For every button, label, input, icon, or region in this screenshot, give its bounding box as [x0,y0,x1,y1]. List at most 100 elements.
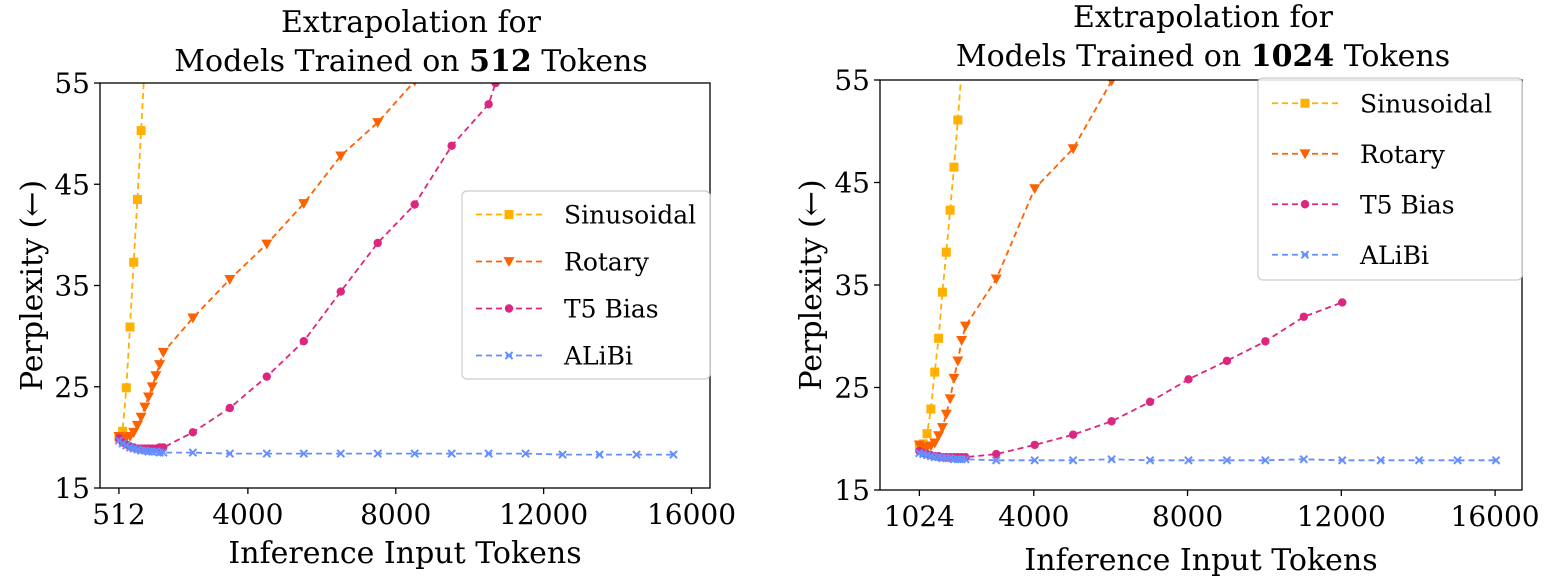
y-tick-label: 35 [834,269,870,302]
data-point [188,448,198,457]
data-point [491,83,500,88]
data-point [157,347,169,358]
data-point [959,321,971,332]
y-tick-label: 25 [54,371,90,404]
plot-area [113,0,678,459]
x-tick-label: 16000 [1451,500,1540,533]
legend-marker [1300,250,1310,260]
data-point [945,205,955,215]
data-point [336,287,345,296]
data-point [669,450,678,459]
data-point [262,449,272,458]
data-point [956,335,968,346]
data-point [299,449,309,458]
series-t5-bias [915,298,1347,462]
legend-label: T5 Bias [1360,190,1455,219]
data-point [953,115,963,125]
chart-title-line1: Extrapolation for [281,5,542,40]
data-point [373,238,382,248]
data-point [1067,144,1079,155]
data-point [961,454,970,464]
x-tick-label: 4000 [998,500,1069,533]
data-point [144,0,153,7]
data-point [188,428,198,437]
data-point [140,58,149,67]
data-point [373,449,383,458]
legend-marker [1299,149,1311,160]
data-point [136,126,146,136]
series-line [118,439,674,456]
legend-marker [1300,98,1310,108]
data-point [1491,455,1501,465]
series-line [919,452,1496,462]
data-point [335,151,347,162]
data-point [948,373,960,384]
legend: Sinusoidal Rotary T5 Bias ALiBi [1257,77,1523,281]
x-axis-label: Inference Input Tokens [228,536,581,571]
data-point [1107,417,1116,426]
data-point [410,449,419,458]
data-point [187,313,199,324]
y-tick-label: 55 [54,67,90,100]
data-point [1414,455,1424,465]
y-axis-label: Perplexity (←) [15,180,50,391]
data-point [1453,455,1462,465]
data-point [937,287,947,297]
data-point [484,100,493,109]
data-point [1107,80,1116,87]
data-point [1337,455,1347,465]
y-tick-label: 35 [54,270,90,303]
data-point [952,356,964,367]
data-point [1030,440,1039,450]
series-line [118,83,415,439]
legend-frame [1257,77,1523,281]
data-point [1068,455,1078,465]
chart-title-line2: Models Trained on 1024 Tokens [956,39,1450,74]
data-point [1222,356,1232,366]
x-axis-label: Inference Input Tokens [1024,543,1377,578]
data-point [121,383,131,393]
legend-item: Sinusoidal [1272,89,1492,118]
data-point [261,239,273,250]
data-point [941,247,951,257]
legend-item: T5 Bias [1272,190,1455,219]
y-tick-label: 15 [54,472,90,505]
data-point [991,455,1001,465]
x-tick-label: 12000 [499,498,588,531]
y-tick-label: 55 [834,64,870,97]
legend-item: Sinusoidal [476,201,696,230]
data-point [940,409,952,420]
series-rotary [913,80,1116,453]
data-point [1145,455,1155,465]
data-point [262,372,272,381]
chart-title-line1: Extrapolation for [1073,0,1334,35]
data-point [521,449,530,458]
legend-marker [504,210,514,219]
legend: Sinusoidal Rotary T5 Bias ALiBi [461,190,711,380]
series-line [918,80,962,447]
chart-title-line2: Models Trained on 512 Tokens [174,44,647,79]
legend-marker [503,257,515,267]
data-point [1299,454,1309,464]
data-point [926,404,936,414]
data-point [1068,430,1078,439]
data-point [118,426,128,436]
legend-label: T5 Bias [564,295,659,324]
data-point [1261,337,1270,346]
data-point [1376,455,1385,465]
data-point [1145,397,1155,407]
data-point [125,322,135,332]
data-point [1222,455,1232,465]
legend-marker [504,304,514,313]
legend-item: ALiBi [476,342,633,371]
data-point [132,194,142,204]
x-tick-label: 16000 [647,498,736,531]
x-tick-label: 12000 [1297,500,1386,533]
data-point [934,333,944,343]
x-tick-label: 512 [92,498,145,531]
data-point [1184,455,1193,465]
legend-label: Rotary [1360,140,1446,169]
data-point [922,429,932,439]
legend-marker [504,351,514,360]
